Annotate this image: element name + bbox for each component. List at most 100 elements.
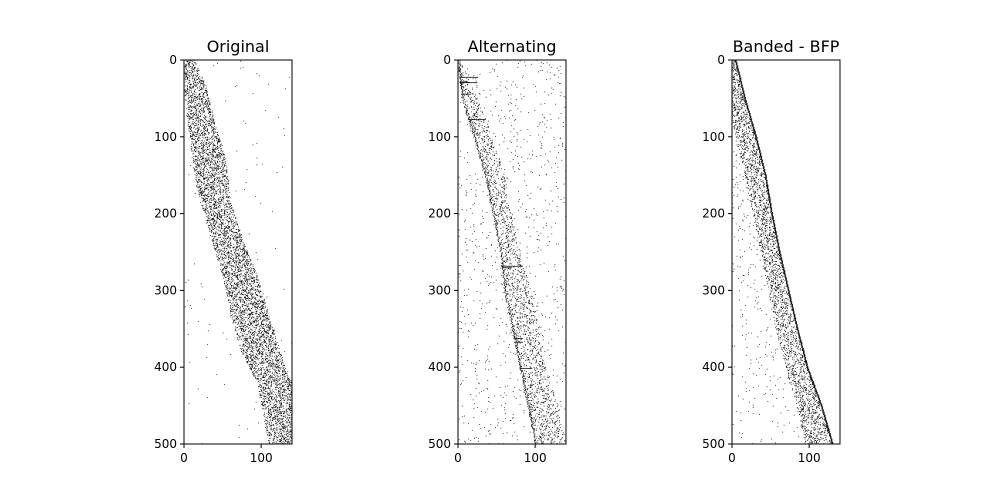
nonzero-entry	[231, 220, 232, 222]
nonzero-entry	[268, 348, 269, 349]
nonzero-entry	[250, 258, 252, 260]
nonzero-entry	[200, 122, 201, 124]
nonzero-entry	[251, 274, 253, 276]
nonzero-entry	[195, 83, 197, 85]
nonzero-entry	[234, 271, 235, 272]
nonzero-entry	[220, 150, 222, 152]
nonzero-entry	[205, 136, 207, 138]
nonzero-entry	[222, 153, 224, 155]
nonzero-entry	[223, 197, 225, 199]
nonzero-entry	[201, 76, 203, 78]
nonzero-entry	[226, 233, 228, 235]
nonzero-entry	[197, 182, 198, 183]
nonzero-entry	[251, 367, 253, 368]
nonzero-entry	[209, 204, 211, 206]
nonzero-entry	[255, 312, 257, 314]
nonzero-entry	[232, 322, 234, 324]
nonzero-entry	[225, 255, 227, 257]
nonzero-entry	[210, 208, 212, 210]
nonzero-entry	[262, 334, 264, 335]
nonzero-entry	[204, 189, 205, 191]
nonzero-entry	[251, 285, 252, 286]
nonzero-entry	[256, 315, 258, 317]
nonzero-entry	[209, 102, 211, 104]
nonzero-entry	[214, 215, 216, 216]
nonzero-entry	[213, 204, 215, 206]
nonzero-entry	[265, 331, 267, 332]
nonzero-entry	[201, 119, 203, 121]
nonzero-entry	[255, 328, 257, 329]
nonzero-entry	[211, 129, 213, 131]
nonzero-entry	[212, 129, 214, 131]
nonzero-entry	[261, 324, 263, 325]
nonzero-entry	[242, 325, 244, 327]
nonzero-entry	[235, 190, 237, 192]
nonzero-entry	[245, 251, 247, 253]
nonzero-entry	[197, 128, 198, 130]
nonzero-entry	[278, 358, 280, 360]
nonzero-entry	[205, 197, 207, 199]
nonzero-entry	[230, 291, 232, 293]
nonzero-entry	[225, 287, 227, 289]
nonzero-entry	[215, 163, 217, 165]
nonzero-entry	[244, 341, 246, 343]
nonzero-entry	[185, 99, 187, 101]
nonzero-entry	[227, 289, 228, 291]
nonzero-entry	[256, 357, 258, 359]
nonzero-entry	[261, 304, 263, 306]
nonzero-entry	[227, 186, 229, 188]
nonzero-entry	[251, 298, 253, 299]
nonzero-entry	[210, 224, 212, 226]
nonzero-entry	[214, 139, 215, 141]
nonzero-entry	[228, 252, 230, 253]
nonzero-entry	[223, 235, 225, 236]
nonzero-entry	[207, 149, 208, 150]
nonzero-entry	[224, 212, 225, 214]
nonzero-entry	[240, 317, 242, 319]
nonzero-entry	[234, 295, 235, 297]
nonzero-entry	[214, 174, 216, 176]
nonzero-entry	[224, 213, 226, 215]
nonzero-entry	[222, 191, 224, 193]
nonzero-entry	[245, 291, 247, 292]
nonzero-entry	[207, 112, 209, 114]
nonzero-entry	[219, 192, 221, 193]
nonzero-entry	[202, 208, 204, 210]
nonzero-entry	[234, 215, 235, 216]
nonzero-entry	[242, 311, 244, 313]
nonzero-entry	[251, 340, 253, 342]
nonzero-entry	[254, 341, 256, 342]
nonzero-entry	[210, 166, 212, 168]
nonzero-entry	[202, 193, 204, 195]
nonzero-entry	[235, 256, 237, 258]
nonzero-entry	[217, 165, 218, 167]
nonzero-entry	[258, 352, 260, 354]
nonzero-entry	[220, 231, 222, 233]
nonzero-entry	[222, 269, 224, 271]
nonzero-entry	[235, 265, 237, 266]
nonzero-entry	[266, 310, 268, 312]
nonzero-entry	[288, 378, 290, 380]
nonzero-entry	[275, 382, 276, 384]
nonzero-entry	[197, 156, 199, 158]
nonzero-entry	[204, 110, 205, 112]
nonzero-entry	[217, 162, 218, 163]
nonzero-entry	[226, 265, 228, 267]
nonzero-entry	[268, 343, 270, 345]
nonzero-entry	[210, 175, 212, 176]
nonzero-entry	[276, 356, 278, 358]
nonzero-entry	[260, 306, 262, 308]
nonzero-entry	[218, 248, 220, 250]
nonzero-entry	[265, 344, 266, 346]
nonzero-entry	[260, 324, 262, 326]
nonzero-entry	[253, 297, 255, 299]
nonzero-entry	[227, 242, 229, 243]
nonzero-entry	[246, 298, 248, 299]
nonzero-entry	[252, 319, 254, 321]
nonzero-entry	[249, 310, 251, 312]
nonzero-entry	[262, 301, 264, 302]
nonzero-entry	[206, 160, 208, 162]
nonzero-entry	[249, 283, 251, 285]
nonzero-entry	[224, 254, 225, 256]
nonzero-entry	[236, 296, 238, 298]
